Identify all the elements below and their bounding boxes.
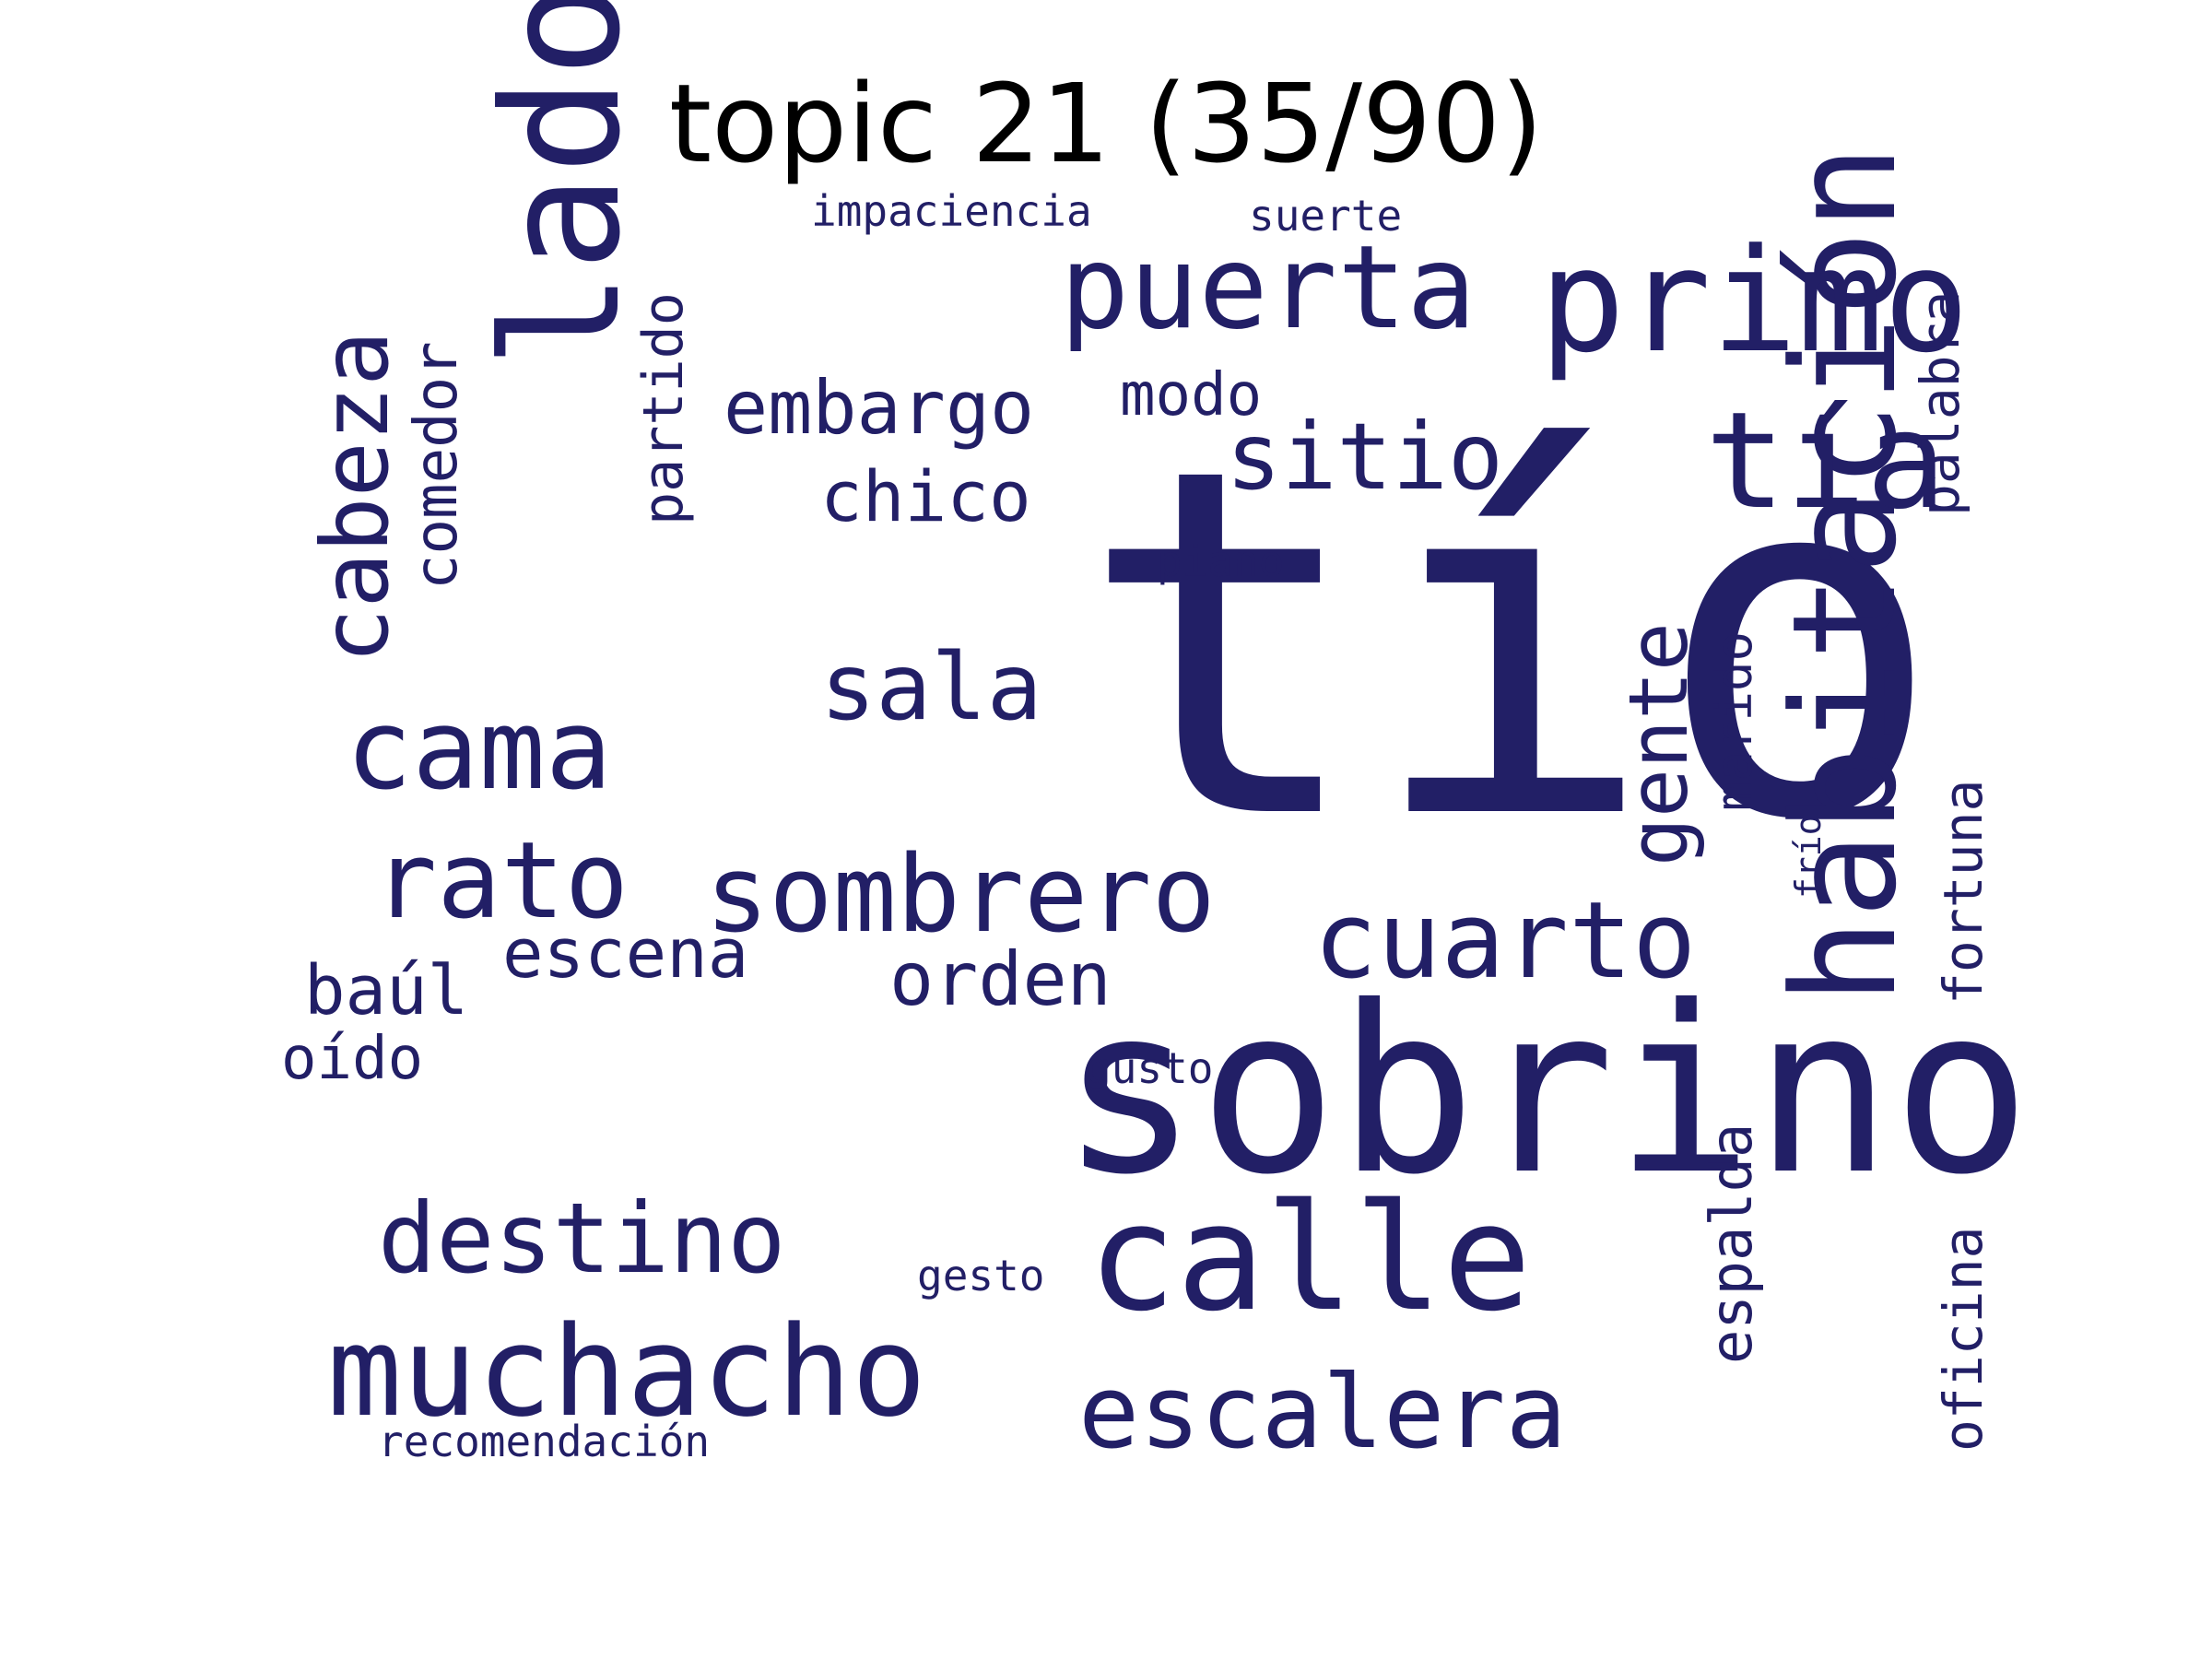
word-16: cabeza: [301, 331, 409, 664]
word-13: escalera: [1078, 1353, 1567, 1471]
word-39: recomendación: [378, 1417, 710, 1466]
word-18: sala: [820, 633, 1042, 741]
word-1: tío: [1078, 366, 1944, 924]
word-15: destino: [378, 1182, 786, 1295]
word-29: espalda: [1698, 1124, 1765, 1364]
word-6: primo: [1539, 218, 1970, 384]
word-23: escena: [502, 914, 748, 994]
word-7: puerta: [1060, 221, 1477, 355]
word-9: cama: [346, 687, 612, 815]
word-5: lado: [469, 0, 656, 369]
word-27: fortuna: [1932, 780, 1994, 1005]
word-30: partido: [631, 292, 696, 525]
word-17: sitio: [1226, 403, 1503, 511]
word-28: oficina: [1932, 1227, 1994, 1452]
word-4: habitación: [1761, 145, 1928, 1005]
word-19: gente: [1611, 622, 1706, 866]
word-11: cuarto: [1313, 879, 1696, 1003]
word-21: orden: [889, 936, 1112, 1022]
word-32: marido: [1705, 631, 1763, 811]
page-title: topic 21 (35/90): [669, 60, 1543, 187]
word-8: tía: [1705, 383, 1947, 539]
word-33: oído: [281, 1025, 423, 1093]
word-38: gesto: [917, 1251, 1044, 1300]
word-37: gusto: [1086, 1043, 1213, 1093]
word-10: muchacho: [327, 1300, 926, 1444]
word-34: impaciencia: [811, 186, 1092, 236]
word-20: embargo: [724, 365, 1034, 451]
word-24: baúl: [304, 951, 468, 1030]
word-14: rato: [373, 819, 629, 943]
word-35: suerte: [1249, 191, 1402, 241]
word-31: modo: [1120, 361, 1262, 429]
word-25: comedor: [403, 341, 471, 590]
word-2: sobrino: [1060, 957, 2031, 1225]
word-3: calle: [1088, 1171, 1532, 1344]
word-12: sombrero: [705, 833, 1216, 957]
word-26: palabra: [1909, 291, 1971, 516]
word-36: piano: [1157, 536, 1284, 586]
word-40: frío: [1788, 814, 1829, 899]
word-22: chico: [820, 455, 1031, 537]
